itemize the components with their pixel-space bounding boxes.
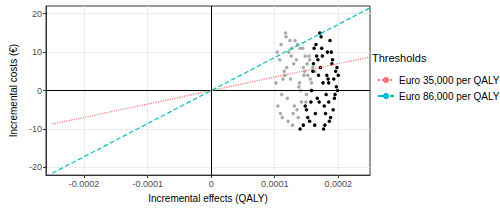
svg-text:-0.0001: -0.0001 (132, 179, 163, 189)
svg-text:Incremental costs (€): Incremental costs (€) (8, 44, 19, 137)
svg-text:0: 0 (209, 179, 214, 189)
svg-text:-10: -10 (29, 124, 42, 134)
svg-text:Thresholds: Thresholds (372, 52, 427, 64)
svg-text:10: 10 (32, 47, 42, 57)
svg-text:-0.0002: -0.0002 (69, 179, 100, 189)
svg-text:0.0001: 0.0001 (261, 179, 289, 189)
svg-text:-20: -20 (29, 162, 42, 172)
svg-text:0.0002: 0.0002 (324, 179, 352, 189)
svg-text:Incremental effects (QALY): Incremental effects (QALY) (148, 193, 268, 204)
svg-text:0: 0 (37, 86, 42, 96)
svg-text:Euro 86,000 per QALY: Euro 86,000 per QALY (399, 91, 500, 102)
svg-text:20: 20 (32, 9, 42, 19)
svg-text:Euro 35,000 per QALY: Euro 35,000 per QALY (399, 75, 500, 86)
